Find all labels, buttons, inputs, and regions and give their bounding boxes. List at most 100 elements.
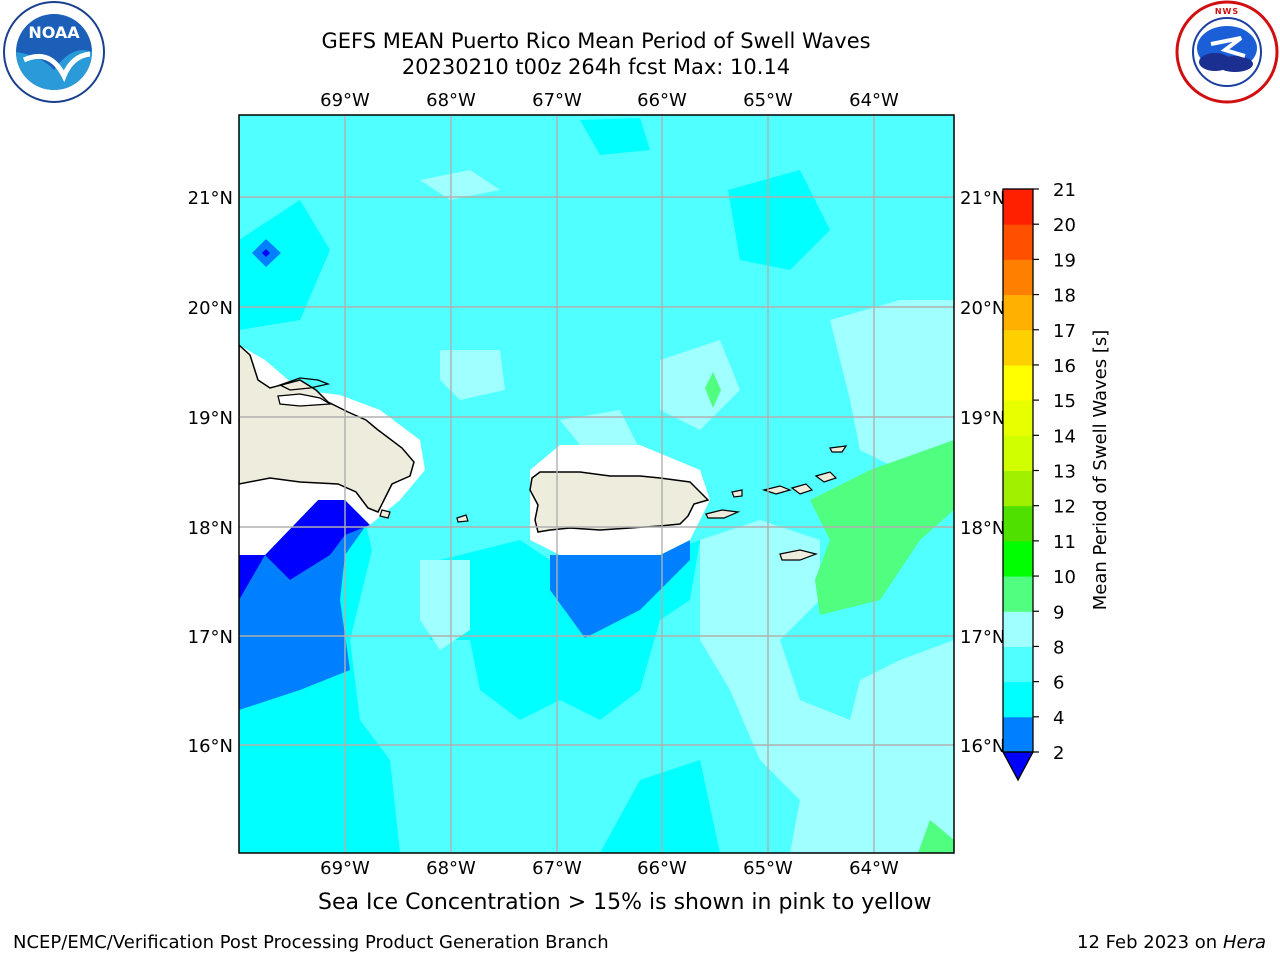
coast-gonave — [278, 377, 331, 391]
swell-contour-8-9 — [420, 560, 470, 650]
footer-date: 12 Feb 2023 on Hera — [1077, 932, 1266, 953]
colorbar-tick-label: 13 — [1053, 462, 1076, 483]
land-culebra — [731, 489, 743, 498]
colorbar-tick-label: 14 — [1053, 426, 1076, 447]
lat-label-right: 17°N — [960, 627, 1005, 648]
land-st-thomas — [761, 485, 792, 495]
colorbar: 2 4 6 8 9 10 11 12 13 14 15 16 17 18 19 20 21 — [1001, 180, 1076, 782]
swell-contour-4-6 — [239, 200, 330, 330]
lat-label-left: 19°N — [188, 408, 233, 429]
footer-host: Hera — [1222, 932, 1266, 953]
lat-label-left: 21°N — [188, 188, 233, 209]
land-virgin-gorda — [814, 471, 838, 483]
colorbar-segment — [1003, 646, 1033, 683]
lat-label-right: 18°N — [960, 518, 1005, 539]
lon-label-bottom: 64°W — [849, 858, 899, 879]
lon-label-top: 66°W — [637, 90, 687, 111]
colorbar-segment — [1003, 681, 1033, 718]
land-puerto-rico — [529, 471, 710, 533]
lon-label-top: 68°W — [426, 90, 476, 111]
colorbar-tick-label: 9 — [1053, 602, 1064, 623]
footer-date-text: 12 Feb 2023 on — [1077, 932, 1218, 953]
swell-contour-9-10 — [918, 820, 954, 853]
colorbar-segment — [1003, 611, 1033, 647]
colorbar-segment — [1003, 259, 1033, 296]
swell-contour-under-2 — [262, 249, 270, 257]
lat-label-left: 17°N — [188, 627, 233, 648]
graticule — [239, 115, 954, 853]
colorbar-segment — [1003, 540, 1033, 577]
colorbar-segment — [1003, 470, 1033, 507]
swell-contour-4-6 — [600, 760, 720, 853]
colorbar-tick-label: 11 — [1053, 532, 1076, 553]
colorbar-segment — [1003, 400, 1033, 436]
colorbar-segment — [1003, 294, 1033, 331]
colorbar-tick-label: 8 — [1053, 637, 1064, 658]
svg-text:NWS: NWS — [1215, 7, 1239, 16]
lon-label-bottom: 65°W — [743, 858, 793, 879]
lon-label-top: 64°W — [849, 90, 899, 111]
colorbar-tick-label: 4 — [1053, 708, 1064, 729]
swell-contour-under-2 — [265, 500, 370, 580]
lon-label-bottom: 69°W — [320, 858, 370, 879]
colorbar-segment — [1003, 576, 1033, 612]
colorbar-tick-label: 16 — [1053, 356, 1076, 377]
lat-label-left: 20°N — [188, 298, 233, 319]
lat-label-left: 18°N — [188, 518, 233, 539]
lat-label-right: 19°N — [960, 408, 1005, 429]
chart-subtitle-forecast: 20230210 t00z 264h fcst Max: 10.14 — [401, 55, 791, 79]
swell-contour-2-4 — [239, 520, 370, 710]
swell-contour-8-9 — [660, 340, 740, 430]
noaa-logo: NOAA — [3, 1, 105, 103]
lon-label-top: 69°W — [320, 90, 370, 111]
swell-contour-4-6 — [728, 170, 830, 270]
lon-label-bottom: 66°W — [637, 858, 687, 879]
nws-logo: NWS — [1175, 0, 1279, 104]
colorbar-tick-label: 18 — [1053, 286, 1076, 307]
lon-label-bottom: 68°W — [426, 858, 476, 879]
colorbar-tick-label: 6 — [1053, 673, 1064, 694]
map-plot-area — [239, 115, 954, 853]
swell-contour-2-4 — [550, 540, 690, 638]
sea-ice-note-text: Sea Ice Concentration > 15% is shown in … — [318, 890, 932, 915]
lat-label-right: 21°N — [960, 188, 1005, 209]
land-vieques — [705, 509, 741, 519]
swell-contour-8-9 — [440, 350, 505, 400]
colorbar-segment — [1003, 329, 1033, 366]
swell-contour-under-2 — [239, 555, 265, 600]
land-mona — [456, 514, 469, 523]
colorbar-label: Mean Period of Swell Waves [s] — [1090, 330, 1111, 611]
colorbar-segment — [1003, 224, 1033, 260]
footer-credit: NCEP/EMC/Verification Post Processing Pr… — [13, 932, 609, 953]
colorbar-under-arrow — [1001, 751, 1035, 782]
swell-contour-9-10 — [705, 372, 721, 408]
swell-contour-8-9 — [700, 520, 954, 853]
colorbar-tick-label: 19 — [1053, 250, 1076, 271]
colorbar-segment — [1003, 505, 1033, 542]
lat-label-right: 20°N — [960, 298, 1005, 319]
colorbar-segment — [1003, 435, 1033, 471]
lon-label-top: 65°W — [743, 90, 793, 111]
coast-bay — [277, 393, 333, 407]
colorbar-segment — [1003, 189, 1033, 225]
swell-contour-4-6 — [580, 118, 650, 155]
colorbar-segment — [1003, 364, 1033, 401]
swell-contour-8-9 — [420, 170, 500, 200]
colorbar-tick-label: 15 — [1053, 391, 1076, 412]
colorbar-tick-label: 17 — [1053, 321, 1076, 342]
land-tortola — [790, 483, 814, 495]
colorbar-tick-label: 12 — [1053, 497, 1076, 518]
lon-label-top: 67°W — [532, 90, 582, 111]
colorbar-tick-label: 10 — [1053, 567, 1076, 588]
lat-label-right: 16°N — [960, 736, 1005, 757]
colorbar-tick-label: 2 — [1053, 743, 1064, 764]
swell-contour-8-9 — [830, 300, 954, 470]
map-frame — [238, 114, 955, 854]
chart-title: GEFS MEAN Puerto Rico Mean Period of Swe… — [321, 29, 871, 53]
colorbar-tick-label: 20 — [1053, 215, 1076, 236]
land-saona — [379, 509, 391, 519]
lon-label-bottom: 67°W — [532, 858, 582, 879]
colorbar-tick-label: 21 — [1053, 180, 1076, 201]
land-st-croix — [779, 549, 819, 561]
